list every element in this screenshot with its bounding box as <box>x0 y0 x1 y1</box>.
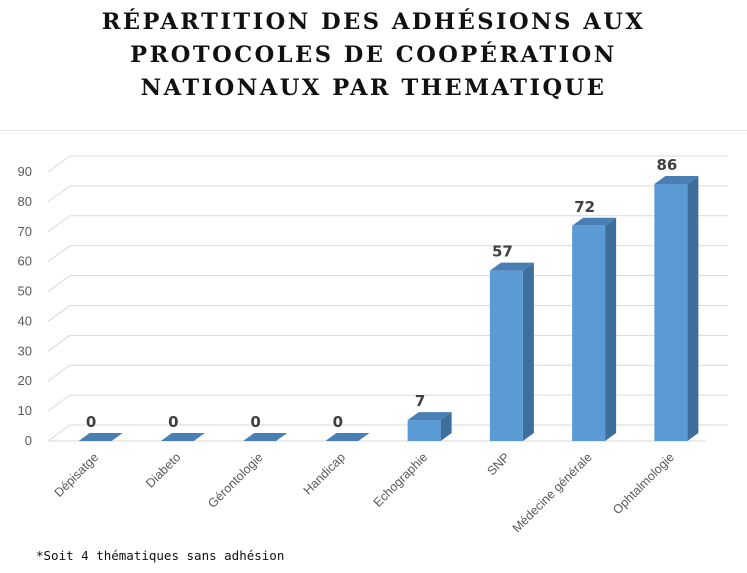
y-tick-label: 60 <box>18 254 32 269</box>
bar-side <box>605 217 617 441</box>
y-tick-label: 70 <box>18 224 32 239</box>
bar-side <box>522 262 534 441</box>
data-label: 7 <box>415 392 425 410</box>
gridline-edge <box>47 185 71 203</box>
data-label: 0 <box>86 413 96 431</box>
y-tick-label: 40 <box>18 313 32 328</box>
y-tick-label: 10 <box>18 403 32 418</box>
title-line-2: PROTOCOLES DE COOPÉRATION <box>130 42 617 68</box>
gridline-edge <box>47 394 71 412</box>
bar <box>654 175 699 441</box>
gridline-edge <box>47 364 71 382</box>
bar <box>243 433 288 441</box>
data-label: 0 <box>333 413 343 431</box>
bar-front <box>654 183 688 441</box>
x-tick-label: Médecine générale <box>510 450 595 535</box>
x-tick-label: Echographie <box>371 450 431 510</box>
bar-front <box>407 420 441 441</box>
chart-title: RÉPARTITION DES ADHÉSIONS AUX PROTOCOLES… <box>0 6 747 105</box>
gridline-edge <box>47 334 71 352</box>
bar-top <box>572 217 617 226</box>
y-tick-label: 50 <box>18 284 32 299</box>
bar <box>489 262 534 441</box>
bar <box>407 412 452 441</box>
gridline-edge <box>47 215 71 233</box>
bar <box>160 433 205 441</box>
bar-top <box>407 412 452 421</box>
gridline-edge <box>47 155 71 173</box>
x-tick-label: Handicap <box>301 450 348 497</box>
bar-top <box>489 262 534 271</box>
bar <box>325 433 370 441</box>
data-label: 72 <box>574 198 595 216</box>
gridline-edge <box>47 305 71 322</box>
data-label: 0 <box>168 413 178 431</box>
x-tick-label: Ophtalmologie <box>610 450 677 517</box>
y-tick-label: 20 <box>18 373 32 388</box>
y-tick-label: 30 <box>18 343 32 358</box>
gridline-edge <box>47 245 71 263</box>
title-line-1: RÉPARTITION DES ADHÉSIONS AUX <box>101 9 646 35</box>
footnote: *Soit 4 thématiques sans adhésion <box>36 548 285 563</box>
x-tick-label: SNP <box>484 450 512 478</box>
bar-side <box>687 175 699 441</box>
data-label: 57 <box>492 243 513 261</box>
data-label: 0 <box>250 413 260 431</box>
bar-front <box>489 270 523 441</box>
bar <box>572 217 617 441</box>
y-tick-label: 90 <box>18 164 32 179</box>
gridline-edge <box>47 275 71 292</box>
title-line-3: NATIONAUX PAR THEMATIQUE <box>140 75 607 101</box>
bar-side <box>440 412 452 441</box>
bar-top <box>325 433 370 441</box>
y-tick-label: 80 <box>18 194 32 209</box>
x-tick-label: Diabeto <box>143 450 183 490</box>
bar-top <box>243 433 288 441</box>
bar-top <box>654 175 699 184</box>
y-tick-label: 0 <box>25 433 32 448</box>
title-divider <box>0 130 747 131</box>
bar-top <box>160 433 205 441</box>
gridline-edge <box>47 424 71 442</box>
data-label: 86 <box>656 156 677 174</box>
bar-front <box>572 225 606 441</box>
bar <box>78 433 123 441</box>
x-tick-label: Gérontologie <box>205 450 266 511</box>
bar-top <box>78 433 123 441</box>
x-tick-label: Dépisatge <box>52 450 102 500</box>
